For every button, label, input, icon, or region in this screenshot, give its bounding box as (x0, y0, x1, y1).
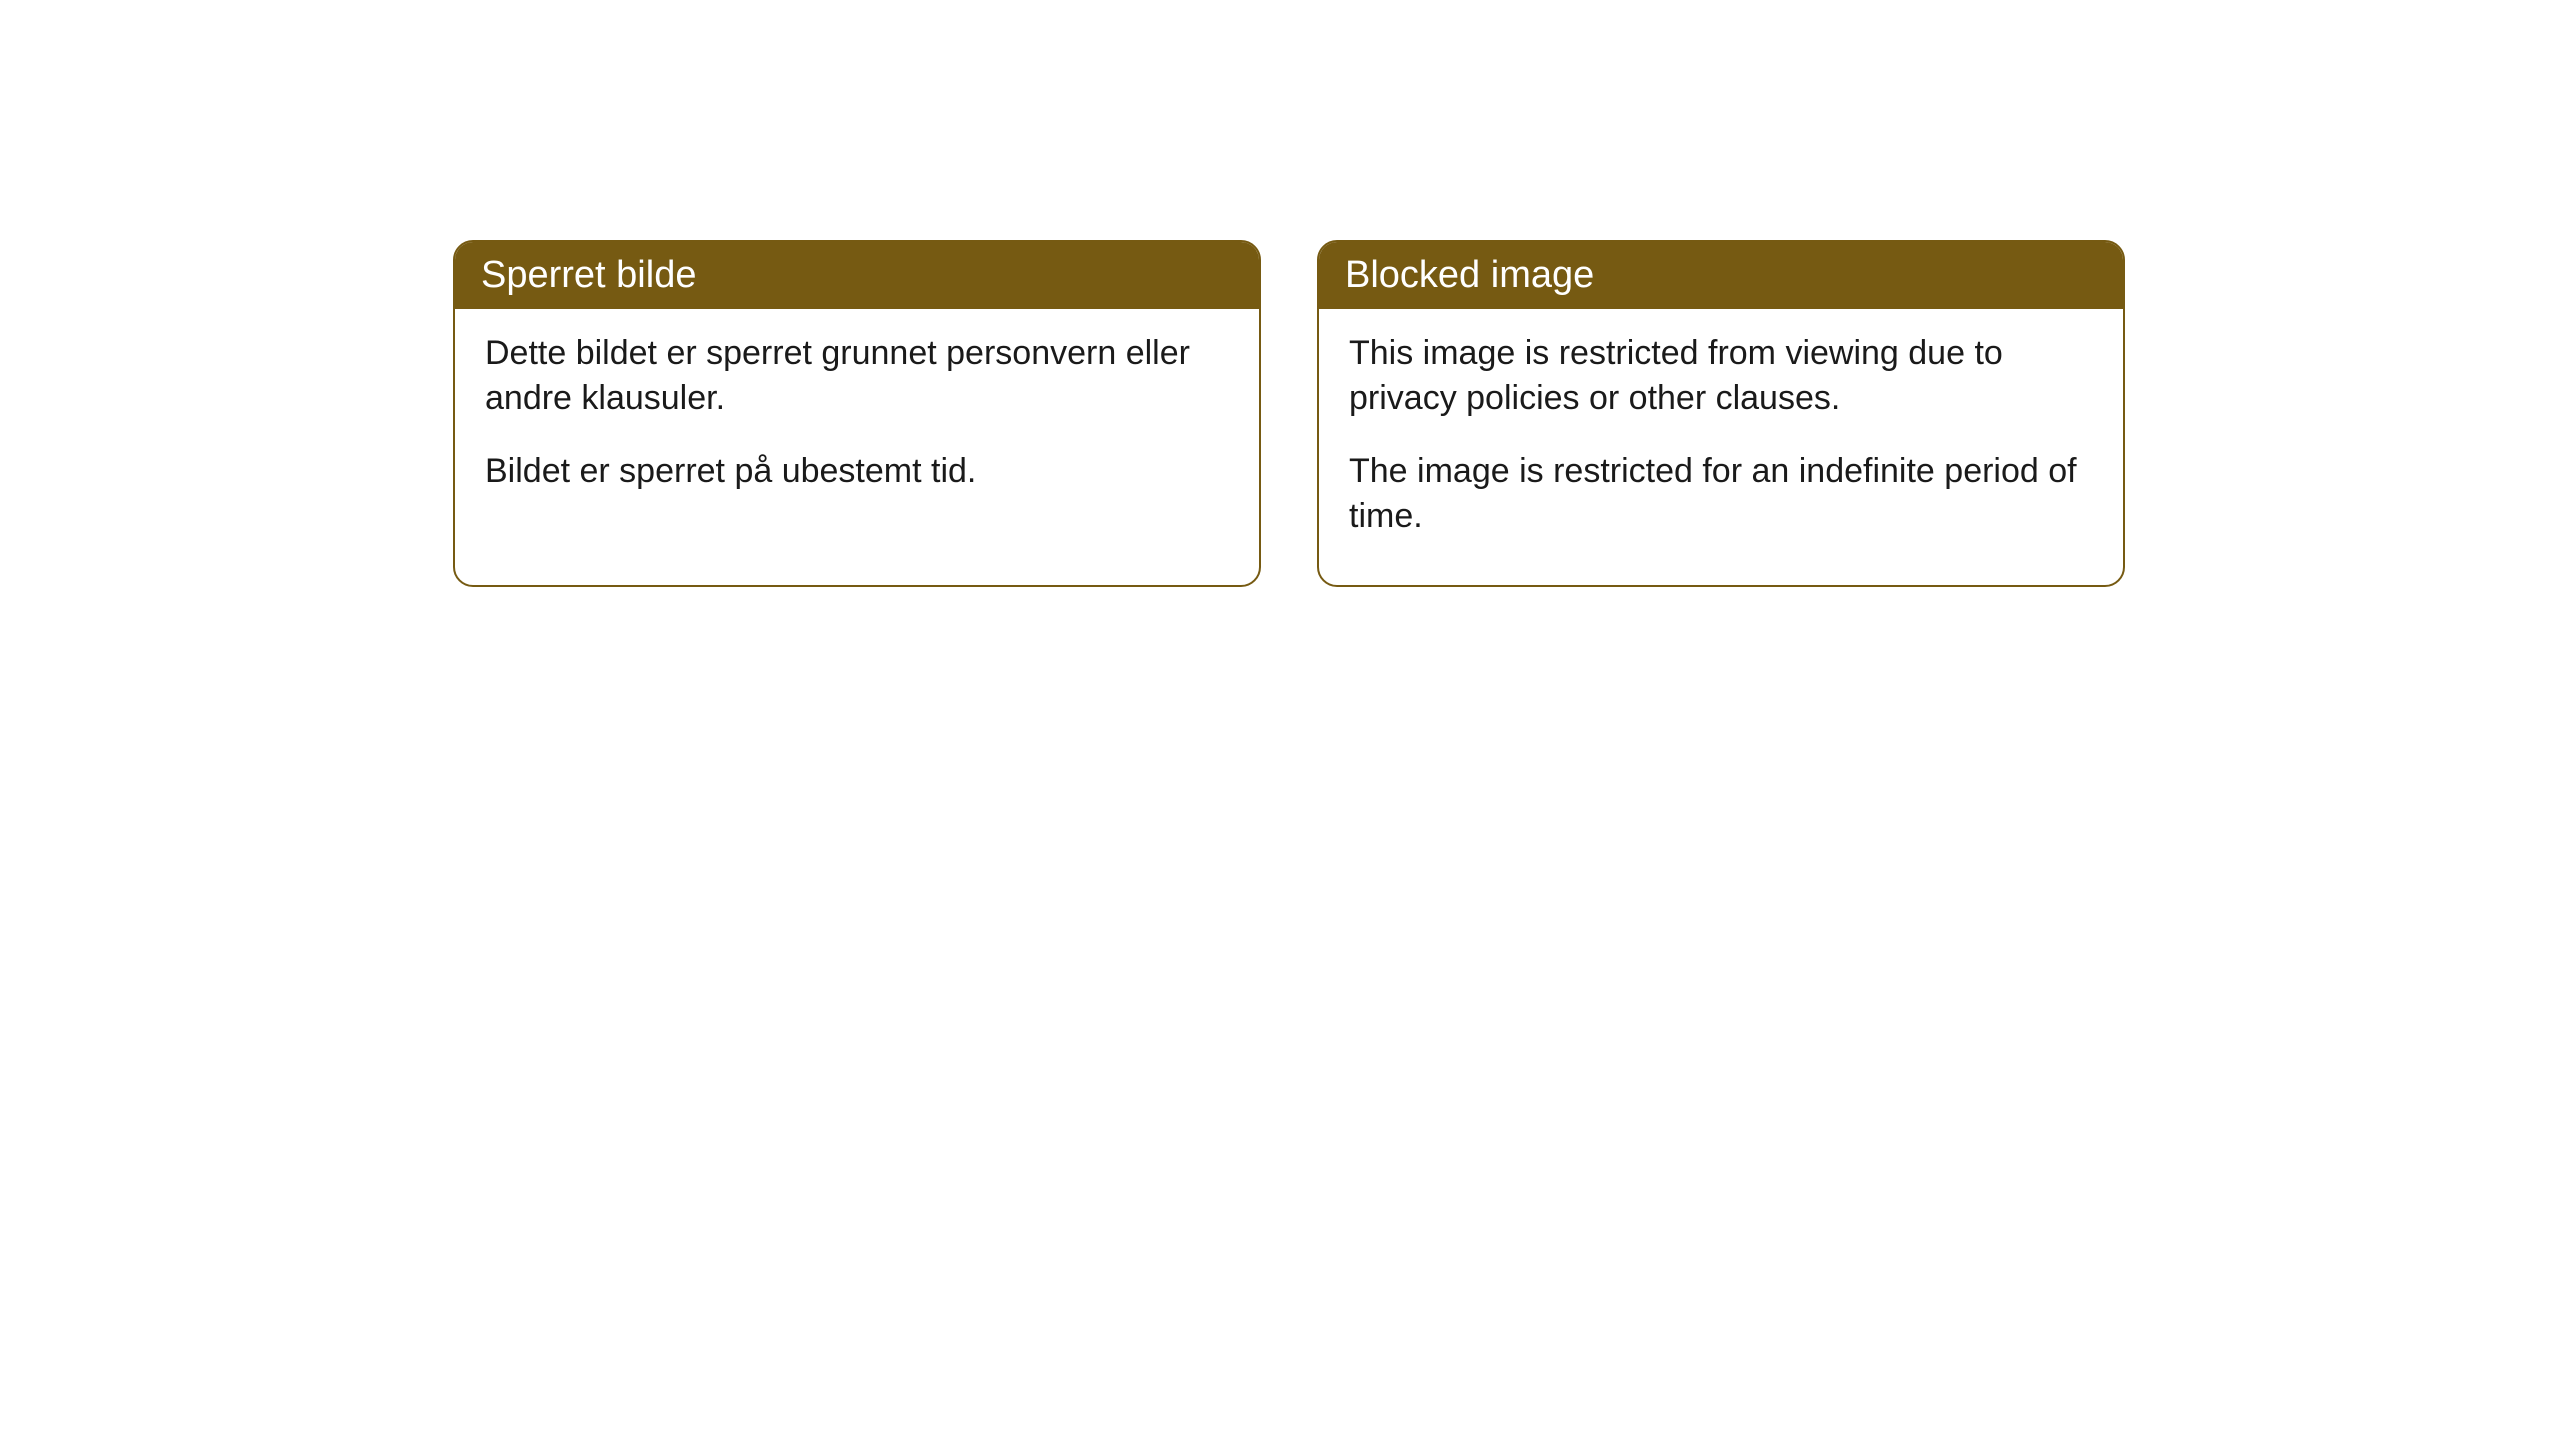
blocked-image-card-no: Sperret bilde Dette bildet er sperret gr… (453, 240, 1261, 587)
card-para1-no: Dette bildet er sperret grunnet personve… (485, 331, 1229, 421)
card-body-en: This image is restricted from viewing du… (1319, 309, 2123, 585)
card-title-no: Sperret bilde (481, 254, 696, 296)
notice-cards-container: Sperret bilde Dette bildet er sperret gr… (453, 240, 2125, 587)
card-para1-en: This image is restricted from viewing du… (1349, 331, 2093, 421)
card-body-no: Dette bildet er sperret grunnet personve… (455, 309, 1259, 540)
card-para2-en: The image is restricted for an indefinit… (1349, 449, 2093, 539)
card-para2-no: Bildet er sperret på ubestemt tid. (485, 449, 1229, 494)
blocked-image-card-en: Blocked image This image is restricted f… (1317, 240, 2125, 587)
card-header-no: Sperret bilde (455, 242, 1259, 309)
card-header-en: Blocked image (1319, 242, 2123, 309)
card-title-en: Blocked image (1345, 254, 1594, 296)
